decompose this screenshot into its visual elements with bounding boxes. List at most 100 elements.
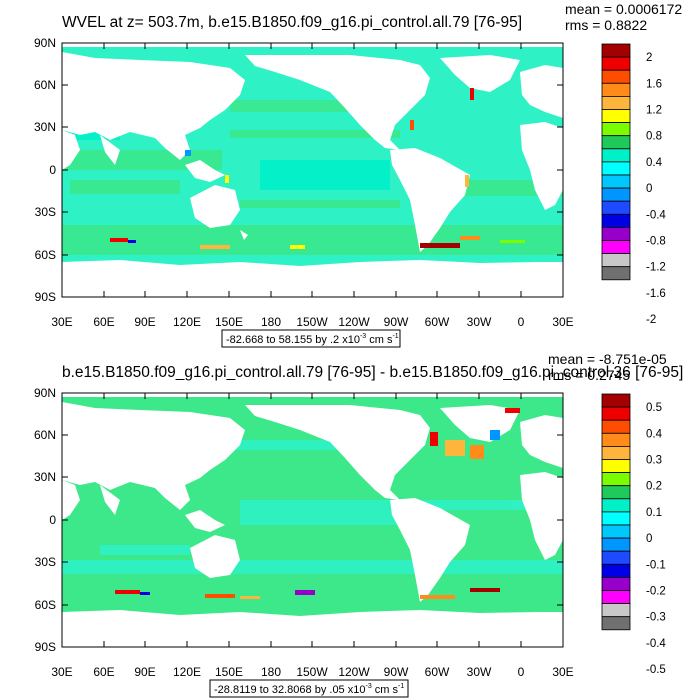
panel-1-mean: mean = 0.0006172 (565, 1, 682, 17)
colorbar-1-swatch (601, 226, 631, 241)
colorbar-2-swatch (601, 563, 631, 578)
panel-1-lat-label: 60S (35, 248, 56, 262)
colorbar-2-swatch (601, 524, 631, 539)
colorbar-2-swatch (601, 590, 631, 605)
colorbar-2-label: -0.4 (646, 638, 666, 650)
colorbar-2-swatch (601, 406, 631, 421)
panel-1-title: WVEL at z= 503.7m, b.e15.B1850.f09_g16.p… (62, 14, 522, 31)
panel-2-range-text: -28.8119 to 32.8068 by .05 x10 (214, 684, 365, 696)
colorbar-1-swatch (601, 56, 631, 71)
colorbar-2-label: 0.2 (646, 481, 662, 493)
colorbar-1-label: -0.8 (646, 236, 666, 248)
colorbar-2-label: 0.5 (646, 402, 662, 414)
colorbar-2-label: 0.4 (646, 428, 663, 440)
panel-2-title: b.e15.B1850.f09_g16.pi_control.all.79 [7… (62, 364, 683, 381)
colorbar-1-label: -2 (646, 314, 656, 326)
colorbar-2-label: 0.1 (646, 507, 662, 519)
panel-1-lon-label: 90W (384, 315, 409, 329)
panel-1-units-text: cm s (366, 334, 393, 346)
colorbar-1-label: 2 (646, 52, 652, 64)
colorbar-1-swatch (601, 122, 631, 137)
panel-1-lat-label: 90N (34, 36, 56, 50)
panel-1-colorbar: 2 1.6 1.2 0.8 0.4 0 -0.4 -0.8 -1.2 -1.6 -2 (601, 43, 666, 326)
panel-1-lon-label: 120W (338, 315, 370, 329)
panel-1-lon-label: 180 (261, 315, 281, 329)
colorbar-1-label: 0.4 (646, 157, 663, 169)
panel-2-lon-label: 120E (173, 665, 201, 679)
panel-1-land (62, 52, 563, 297)
panel-2-lon-label: 150E (215, 665, 243, 679)
panel-2-lon-label: 90E (134, 665, 155, 679)
colorbar-2-swatch (601, 537, 631, 552)
panel-1-lat-label: 30N (34, 120, 56, 134)
colorbar-2-label: 0.3 (646, 455, 662, 467)
panel-2-units-text: cm s (372, 684, 399, 696)
colorbar-1-label: -0.4 (646, 209, 666, 221)
colorbar-1-swatch (601, 253, 631, 268)
colorbar-2-label: -0.5 (646, 664, 666, 676)
panel-2-lon-label: 30E (552, 665, 573, 679)
colorbar-2-swatch (601, 419, 631, 434)
colorbar-1-label: 0 (646, 183, 652, 195)
panel-2-noise (115, 408, 520, 599)
colorbar-1-swatch (601, 187, 631, 202)
panel-1-lon-label: 120E (173, 315, 201, 329)
colorbar-2-swatch (601, 603, 631, 618)
colorbar-2-swatch (601, 485, 631, 500)
panel-2: b.e15.B1850.f09_g16.pi_control.all.79 [7… (34, 351, 683, 698)
colorbar-2-swatch (601, 550, 631, 565)
colorbar-1-swatch (601, 109, 631, 124)
colorbar-2-label: -0.1 (646, 559, 666, 571)
panel-2-lat-label: 0 (49, 513, 56, 527)
colorbar-2-swatch (601, 511, 631, 526)
panel-2-lat-label: 90S (35, 640, 56, 654)
panel-2-land (62, 402, 563, 647)
panel-2-lon-label: 150W (296, 665, 328, 679)
panel-1-map (62, 43, 563, 297)
panel-1-lon-label: 60E (93, 315, 114, 329)
panel-1-units-exp2: -1 (392, 333, 398, 340)
panel-1-lon-label: 150W (296, 315, 328, 329)
panel-1-lon-label: 30E (51, 315, 72, 329)
colorbar-1-swatch (601, 174, 631, 189)
panel-2-lon-label: 0 (518, 665, 525, 679)
panel-2-colorbar: 0.5 0.4 0.3 0.2 0.1 0 -0.1 -0.2 -0.3 -0.4 -0.5 (601, 393, 666, 676)
colorbar-1-label: -1.2 (646, 262, 666, 274)
panel-2-units-exp2: -1 (398, 683, 404, 690)
panel-2-lon-ticks (61, 393, 564, 647)
panel-2-lat-label: 60N (34, 428, 56, 442)
panel-2-lon-label: 60W (425, 665, 450, 679)
panel-1-lon-label: 150E (215, 315, 243, 329)
panel-2-lat-ticks (62, 392, 563, 648)
colorbar-1-swatch (601, 69, 631, 84)
colorbar-1-label: 1.6 (646, 78, 662, 90)
panel-2-lon-label: 90W (384, 665, 409, 679)
svg-text:-82.668 to 58.155 by .2 x10-3: -82.668 to 58.155 by .2 x10-3 cm s-1 (226, 333, 399, 346)
colorbar-1-swatch (601, 240, 631, 255)
colorbar-1-swatch (601, 266, 631, 281)
colorbar-2-swatch (601, 577, 631, 591)
colorbar-1-label: 0.8 (646, 131, 662, 143)
colorbar-1-label: 1.2 (646, 105, 662, 117)
panel-2-lat-label: 30N (34, 470, 56, 484)
colorbar-1-label: -1.6 (646, 288, 666, 300)
colorbar-1-swatch (601, 96, 631, 110)
colorbar-1-swatch (601, 161, 631, 176)
panel-2-lon-label: 120W (338, 665, 370, 679)
svg-text:-28.8119 to 32.8068 by .05 x10: -28.8119 to 32.8068 by .05 x10-3 cm s-1 (214, 683, 404, 696)
panel-2-lon-label: 30W (467, 665, 492, 679)
colorbar-2-label: -0.3 (646, 612, 666, 624)
panel-2-lat-label: 60S (35, 598, 56, 612)
panel-1-units-exp: -3 (360, 333, 366, 340)
colorbar-1-swatch (601, 148, 631, 163)
panel-2-mean: mean = -8.751e-05 (548, 351, 667, 367)
panel-2-map (62, 393, 563, 647)
panel-2-range-box: -28.8119 to 32.8068 by .05 x10-3 cm s-1 (209, 679, 409, 698)
colorbar-1-swatch (601, 213, 631, 228)
colorbar-1-swatch (601, 200, 631, 215)
panel-1-range-box: -82.668 to 58.155 by .2 x10-3 cm s-1 (221, 329, 401, 348)
panel-1-lon-ticks (61, 43, 564, 297)
panel-1-lat-label: 90S (35, 290, 56, 304)
panel-1-lat-label: 0 (49, 163, 56, 177)
panel-1-noise (110, 88, 525, 249)
